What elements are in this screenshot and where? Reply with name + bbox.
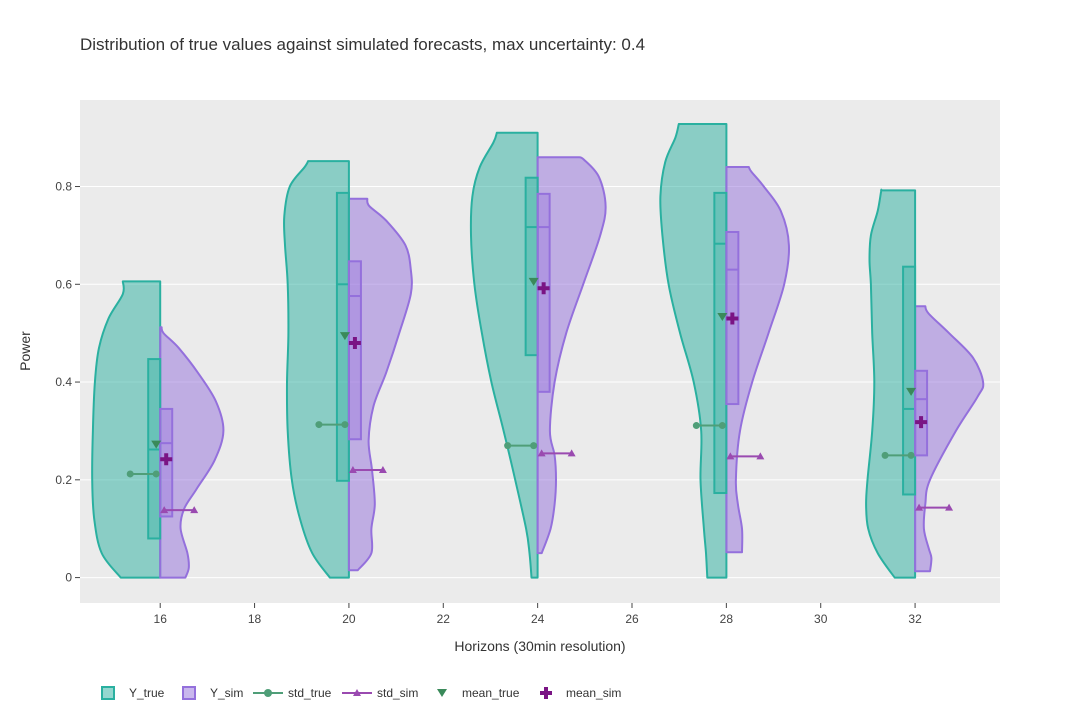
std-sim-marker — [915, 503, 924, 511]
std-true-marker — [152, 470, 160, 478]
std-sim-marker — [348, 466, 357, 474]
std-true-marker — [341, 421, 349, 429]
x-tick-label: 22 — [437, 612, 451, 626]
legend-item-mean-sim: mean_sim — [540, 686, 621, 700]
x-tick-label: 28 — [720, 612, 734, 626]
x-axis-label: Horizons (30min resolution) — [454, 638, 625, 654]
box-true — [902, 265, 917, 496]
box-true — [147, 358, 162, 540]
legend: Y_true Y_sim std_true std_sim mean_true mean_… — [101, 686, 621, 700]
box-sim — [914, 369, 929, 457]
x-tick-label: 24 — [531, 612, 545, 626]
std-true-marker — [692, 422, 700, 430]
legend-label: std_sim — [377, 686, 418, 700]
mean-sim-marker — [726, 312, 739, 325]
mean-true-marker — [339, 332, 350, 341]
legend-swatch — [101, 686, 115, 700]
legend-item-std-true: std_true — [253, 686, 332, 700]
std-sim-marker — [945, 503, 954, 511]
mean-sim-marker — [160, 453, 173, 466]
std-sim-marker — [756, 452, 765, 460]
horizon-32 — [865, 188, 985, 579]
std-sim-marker — [537, 449, 546, 457]
legend-marker — [353, 689, 361, 696]
box-sim — [347, 260, 362, 441]
x-tick-label: 18 — [248, 612, 262, 626]
y-tick-label: 0.2 — [55, 473, 72, 487]
std-sim-marker — [160, 506, 169, 514]
y-axis-label: Power — [17, 331, 33, 371]
mean-true-marker — [717, 313, 728, 322]
y-tick-label: 0.6 — [55, 277, 72, 291]
violin-sim — [914, 305, 985, 573]
legend-marker — [264, 689, 272, 697]
mean-sim-marker — [348, 336, 361, 349]
x-tick-label: 20 — [342, 612, 356, 626]
y-tick-label: 0.4 — [55, 375, 72, 389]
horizon-20 — [282, 160, 413, 579]
box-true-iqr — [524, 176, 539, 357]
box-true-iqr — [902, 265, 917, 496]
legend-label: Y_true — [129, 686, 165, 700]
legend-label: mean_sim — [566, 686, 621, 700]
mean-sim-marker — [537, 282, 550, 295]
std-true-marker — [907, 451, 915, 459]
box-sim-iqr — [347, 260, 362, 441]
chart-title: Distribution of true values against simu… — [80, 35, 645, 54]
y-axis-ticks: 0 0.2 0.4 0.6 0.8 — [55, 180, 80, 585]
horizon-24 — [469, 131, 607, 579]
box-true-iqr — [713, 191, 728, 495]
x-tick-label: 26 — [625, 612, 639, 626]
y-tick-label: 0.8 — [55, 180, 72, 194]
mean-true-marker — [906, 387, 917, 396]
legend-label: std_true — [288, 686, 332, 700]
violin-true — [469, 131, 539, 579]
std-true-marker — [126, 470, 134, 478]
std-true-marker — [315, 421, 323, 429]
horizon-28 — [659, 123, 791, 579]
legend-label: Y_sim — [210, 686, 243, 700]
violin-true — [659, 123, 728, 579]
horizon-16 — [91, 280, 225, 579]
y-tick-label: 0 — [65, 571, 72, 585]
violin-true — [91, 280, 162, 579]
violin-sim — [159, 326, 225, 579]
std-true-marker — [881, 451, 889, 459]
legend-marker — [437, 689, 447, 697]
std-sim-marker — [567, 449, 576, 457]
box-sim-iqr — [914, 369, 929, 457]
violin-sim — [347, 197, 413, 572]
mean-sim-marker — [915, 416, 928, 429]
box-true — [524, 176, 539, 357]
std-true-marker — [718, 422, 726, 430]
x-tick-label: 16 — [154, 612, 168, 626]
legend-item-mean-true: mean_true — [437, 686, 520, 700]
x-axis-ticks: 16 18 20 22 24 26 28 30 32 — [154, 603, 922, 626]
std-sim-marker — [190, 506, 199, 514]
violin-true — [282, 160, 350, 579]
legend-swatch — [182, 686, 196, 700]
std-true-marker — [504, 442, 512, 450]
x-tick-label: 30 — [814, 612, 828, 626]
mean-true-marker — [151, 440, 162, 449]
violin-sim — [536, 156, 607, 555]
box-true — [713, 191, 728, 495]
std-true-marker — [530, 442, 538, 450]
x-tick-label: 32 — [908, 612, 922, 626]
legend-marker — [540, 687, 552, 699]
legend-item-Y-true: Y_true — [101, 686, 165, 700]
mean-true-marker — [528, 277, 539, 286]
std-sim-marker — [378, 466, 387, 474]
legend-item-Y-sim: Y_sim — [182, 686, 243, 700]
std-sim-marker — [726, 452, 735, 460]
violins — [91, 123, 985, 579]
violin-sim — [725, 166, 791, 554]
legend-item-std-sim: std_sim — [342, 686, 418, 700]
legend-label: mean_true — [462, 686, 520, 700]
